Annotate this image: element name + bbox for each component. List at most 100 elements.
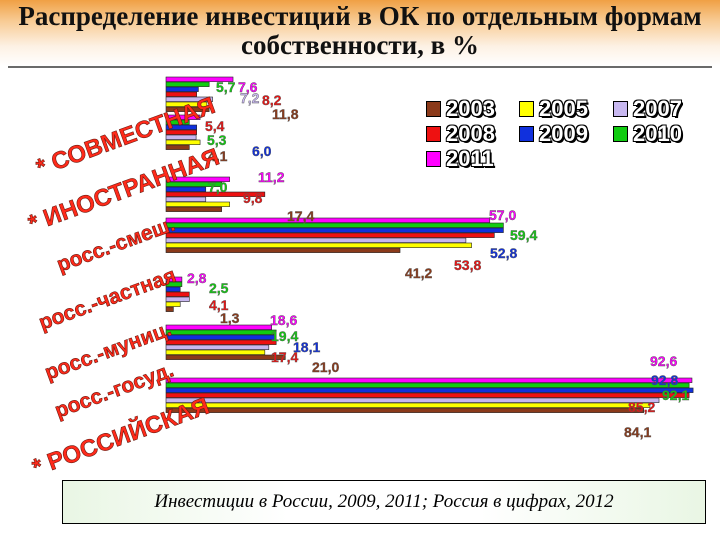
bar-2010-4 bbox=[165, 222, 504, 228]
data-label: 7,6 bbox=[238, 79, 258, 95]
data-label: 92,1 bbox=[662, 387, 689, 403]
bar-2008-5 bbox=[165, 291, 190, 297]
bar-2011-4 bbox=[165, 217, 491, 223]
bar-2007-6 bbox=[165, 344, 270, 350]
bar-2007-3 bbox=[165, 196, 207, 202]
bar-2005-5 bbox=[165, 301, 181, 307]
bar-2005-2 bbox=[165, 139, 201, 145]
legend-swatch-2008 bbox=[426, 126, 441, 142]
bar-2011-5 bbox=[165, 276, 183, 282]
data-label: 11,8 bbox=[272, 106, 299, 122]
bar-2008-2 bbox=[165, 129, 197, 135]
data-label: 6,0 bbox=[252, 143, 272, 159]
data-label: 59,4 bbox=[510, 227, 537, 243]
data-label: 57,0 bbox=[489, 207, 516, 223]
bar-2010-5 bbox=[165, 281, 183, 287]
data-label: 92,8 bbox=[651, 372, 678, 388]
bar-2010-7 bbox=[165, 382, 690, 388]
title-rule bbox=[8, 66, 712, 68]
data-label: 5,7 bbox=[216, 79, 236, 95]
legend-label-2010: 2010 bbox=[633, 121, 682, 146]
bar-2003-5 bbox=[165, 306, 174, 312]
data-label: 7,0 bbox=[208, 179, 228, 195]
legend-label-2009: 2009 bbox=[539, 121, 588, 146]
data-label: 53,8 bbox=[454, 257, 481, 273]
bar-2009-4 bbox=[165, 227, 504, 233]
legend-swatch-2009 bbox=[519, 126, 534, 142]
bar-2003-4 bbox=[165, 247, 401, 253]
data-label: 21,0 bbox=[312, 359, 339, 375]
data-label: 85,2 bbox=[628, 399, 655, 415]
bar-2009-7 bbox=[165, 387, 694, 393]
data-label: 92,6 bbox=[650, 353, 677, 369]
bar-2011-2 bbox=[165, 114, 201, 120]
bar-2003-6 bbox=[165, 354, 286, 360]
bar-2010-3 bbox=[165, 181, 222, 187]
bar-2005-4 bbox=[165, 242, 472, 248]
title-band bbox=[0, 0, 720, 66]
bar-chart: 5,7 7,67,2 8,211,8 5,45,3 6,0 4,1 7,0 11,2 9,8 17… bbox=[25, 76, 694, 480]
data-label: 7,2 bbox=[240, 90, 260, 106]
data-label: 18,6 bbox=[270, 312, 297, 328]
bar-2008-7 bbox=[165, 392, 690, 398]
legend-label-2007: 2007 bbox=[633, 96, 682, 121]
data-label: 19,4 bbox=[271, 328, 298, 344]
data-label: 8,2 bbox=[262, 92, 282, 108]
bar-2009-3 bbox=[165, 186, 207, 192]
legend-label-2003: 2003 bbox=[446, 96, 495, 121]
data-label: 4,1 bbox=[209, 297, 229, 313]
legend-label-2011: 2011 bbox=[446, 146, 494, 171]
data-label: 4,1 bbox=[208, 148, 228, 164]
data-label: 84,1 bbox=[624, 424, 651, 440]
bar-2003-1 bbox=[165, 106, 210, 112]
legend-swatch-2010 bbox=[613, 126, 628, 142]
bar-2007-1 bbox=[165, 96, 213, 102]
bar-2008-3 bbox=[165, 191, 266, 197]
bar-2009-2 bbox=[165, 124, 197, 130]
bar-2008-4 bbox=[165, 232, 495, 238]
bar-2009-5 bbox=[165, 286, 181, 292]
data-label: 18,1 bbox=[293, 339, 320, 355]
source-text: Инвестиции в России, 2009, 2011; Россия … bbox=[154, 491, 614, 512]
legend-swatch-2007 bbox=[613, 101, 628, 117]
bar-2007-2 bbox=[165, 134, 197, 140]
data-label: 2,8 bbox=[187, 270, 207, 286]
bar-2008-6 bbox=[165, 339, 277, 345]
legend-label-2005: 2005 bbox=[539, 96, 588, 121]
bar-2007-4 bbox=[165, 237, 467, 243]
data-label: 52,8 bbox=[490, 245, 517, 261]
data-label: 5,4 bbox=[205, 118, 225, 134]
bar-2005-1 bbox=[165, 101, 208, 107]
bar-2005-6 bbox=[165, 349, 266, 355]
legend-label-2008: 2008 bbox=[446, 121, 495, 146]
data-label: 11,2 bbox=[258, 169, 285, 185]
data-label: 5,3 bbox=[207, 132, 227, 148]
bar-2003-2 bbox=[165, 144, 190, 150]
bar-2007-7 bbox=[165, 397, 660, 403]
bar-2007-5 bbox=[165, 296, 190, 302]
bar-2005-7 bbox=[165, 402, 651, 408]
bar-2011-6 bbox=[165, 324, 272, 330]
chart-title: Распределение инвестиций в ОК по отдельн… bbox=[18, 1, 702, 60]
bar-2011-7 bbox=[165, 377, 693, 383]
bar-2010-1 bbox=[165, 81, 210, 87]
data-label: 17,4 bbox=[271, 349, 298, 365]
bar-2010-6 bbox=[165, 329, 277, 335]
data-label: 1,3 bbox=[220, 310, 240, 326]
bar-2008-1 bbox=[165, 91, 197, 97]
bar-2009-6 bbox=[165, 334, 277, 340]
bar-2003-7 bbox=[165, 407, 644, 413]
bar-2003-3 bbox=[165, 206, 222, 212]
legend-swatch-2005 bbox=[519, 101, 534, 117]
bar-2005-3 bbox=[165, 201, 230, 207]
bar-2010-2 bbox=[165, 119, 190, 125]
bar-2009-1 bbox=[165, 86, 199, 92]
bar-2011-3 bbox=[165, 176, 230, 182]
bar-2011-1 bbox=[165, 76, 234, 82]
source-box: Инвестиции в России, 2009, 2011; Россия … bbox=[62, 480, 706, 524]
data-label: 9,8 bbox=[243, 190, 263, 206]
legend-swatch-2003 bbox=[426, 101, 441, 117]
data-label: 41,2 bbox=[405, 265, 432, 281]
data-label: 17,4 bbox=[287, 208, 314, 224]
legend-swatch-2011 bbox=[426, 151, 441, 167]
